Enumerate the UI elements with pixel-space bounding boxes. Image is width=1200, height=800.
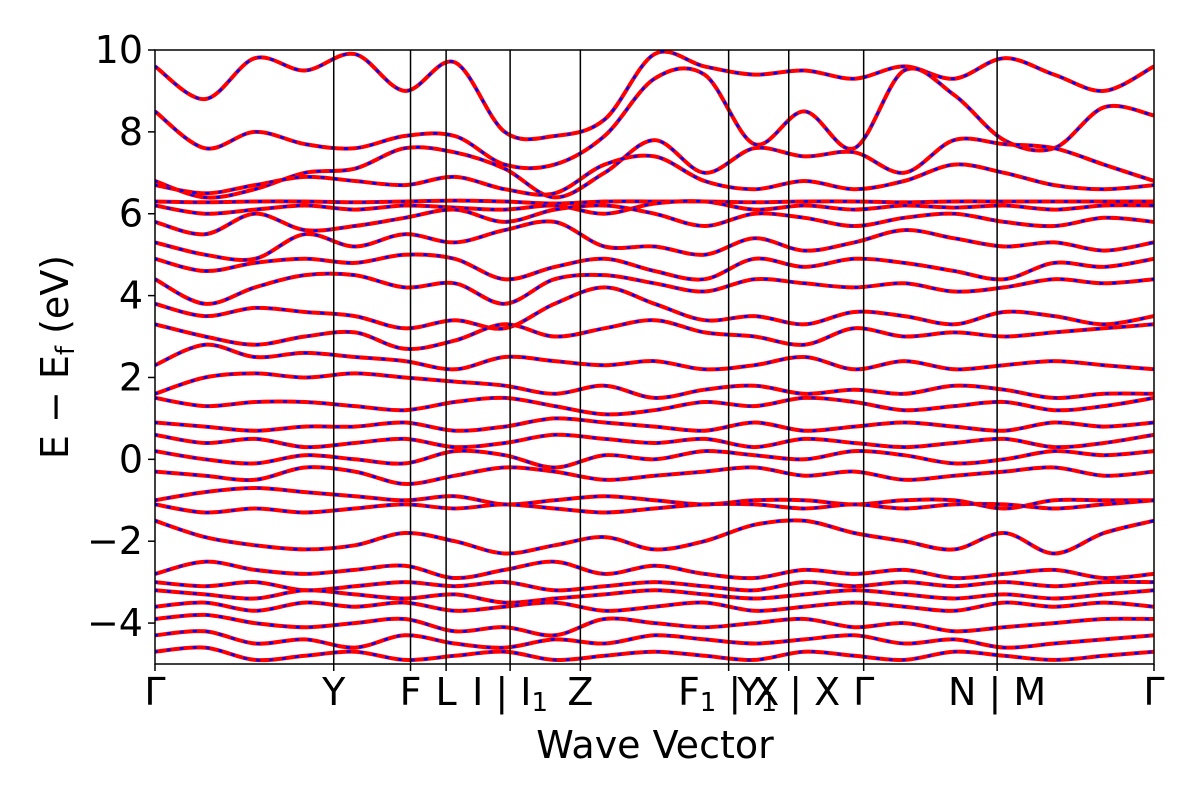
x-tick-label: Γ [144,670,165,714]
band-line-12 [155,342,1154,372]
band-line-21 [155,518,1154,556]
x-tick-label: Y [321,670,346,714]
band-line-26 [155,612,1154,638]
band-line-27 [155,629,1154,650]
band-line-13 [155,371,1154,400]
y-tick-label: −2 [87,519,143,563]
band-dots-12 [155,343,1154,371]
band-dots-2 [155,137,1154,199]
band-dots-27 [155,629,1154,650]
band-dots-18 [155,465,1154,486]
y-axis-label: E − Ef (eV) [33,255,81,459]
band-line-3 [155,153,1154,197]
band-line-5 [155,199,1154,216]
band-line-11 [155,318,1154,352]
x-tick-label: Z [567,670,593,714]
band-line-10 [155,285,1154,331]
band-line-8 [155,252,1154,282]
band-line-6 [155,203,1154,237]
x-tick-label: Y1 | X [736,670,840,718]
band-line-19 [155,485,1154,511]
y-tick-label: 10 [95,28,143,72]
band-dots-1 [155,67,1154,170]
band-line-24 [155,588,1154,605]
x-tick-label: I | I1 [472,670,548,718]
y-tick-label: 0 [119,437,143,481]
band-line-28 [155,645,1154,663]
y-tick-label: 6 [119,192,143,236]
bands-layer [155,50,1154,663]
band-line-22 [155,559,1154,581]
band-line-9 [155,271,1154,306]
y-tick-label: 4 [119,274,143,318]
y-tick-label: 8 [119,110,143,154]
band-line-15 [155,416,1154,433]
x-tick-label: N | M [948,670,1046,715]
band-dots-0 [155,50,1154,141]
y-tick-label: −4 [87,601,143,645]
band-dots-17 [155,449,1154,469]
x-tick-label: Γ [853,670,874,714]
band-dots-26 [155,613,1154,637]
band-line-7 [155,219,1154,262]
band-line-16 [155,432,1154,450]
band-dots-4 [155,199,1154,205]
band-dots-21 [155,519,1154,555]
band-line-2 [155,136,1154,200]
band-dots-10 [155,286,1154,331]
band-line-20 [155,498,1154,515]
band-dots-22 [155,560,1154,580]
symmetry-lines-layer [332,50,998,664]
y-tick-label: 2 [119,355,143,399]
x-tick-label: F [400,670,422,714]
x-tick-label: L [436,670,457,714]
x-tick-label: F1 | X [678,670,779,718]
band-line-14 [155,395,1154,417]
band-line-25 [155,600,1154,613]
x-tick-label: Γ [1143,670,1164,714]
band-dots-6 [155,204,1154,236]
y-axis-ticks: 10 8 6 4 2 0 −2 −4 [87,28,155,645]
x-axis-label: Wave Vector [536,723,774,767]
plot-frame [154,49,1155,665]
band-dots-7 [155,220,1154,262]
band-line-0 [155,50,1154,142]
band-dots-13 [155,372,1154,400]
band-line-1 [155,66,1154,171]
